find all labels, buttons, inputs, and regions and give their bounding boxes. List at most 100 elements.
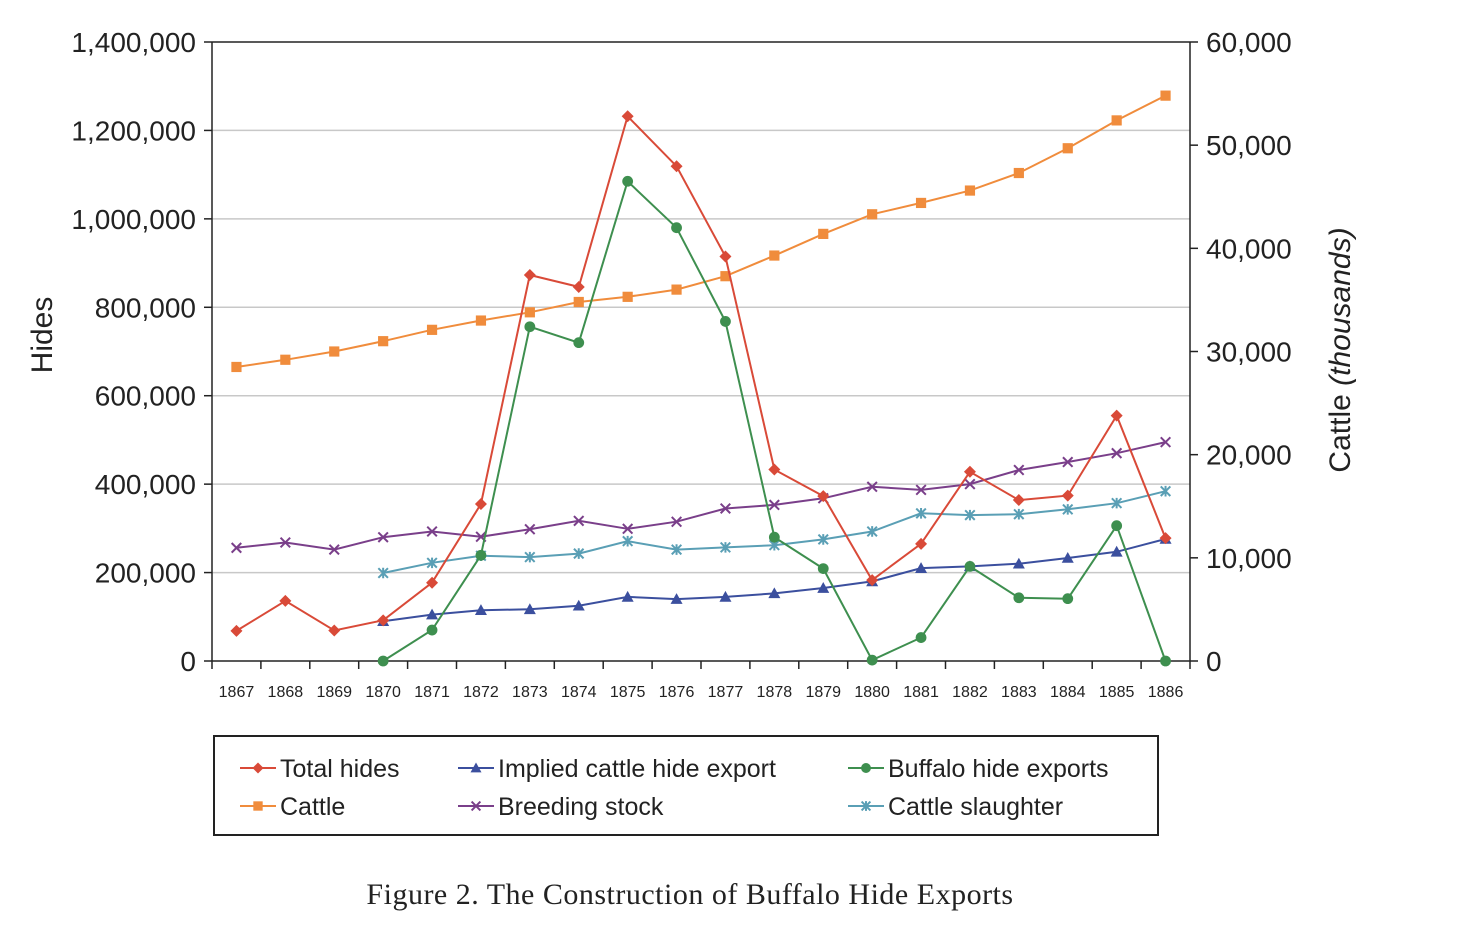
y-tick-label: 800,000 xyxy=(95,292,196,323)
data-point xyxy=(622,523,634,535)
data-point xyxy=(1111,115,1122,126)
x-tick-label: 1871 xyxy=(414,684,450,701)
data-point xyxy=(573,337,585,349)
y2-tick-label: 10,000 xyxy=(1206,543,1292,574)
y2-tick-label: 60,000 xyxy=(1206,27,1292,58)
data-point xyxy=(964,185,976,196)
legend-entry: Breeding stock xyxy=(458,793,664,821)
data-point xyxy=(474,498,487,511)
data-point xyxy=(622,535,634,547)
data-point xyxy=(573,515,585,527)
data-point xyxy=(915,632,927,643)
data-point xyxy=(426,557,438,569)
legend-label: Implied cattle hide export xyxy=(498,755,776,783)
data-point xyxy=(230,624,243,637)
y-tick-label: 600,000 xyxy=(95,381,196,412)
data-point xyxy=(378,336,389,347)
x-tick-label: 1881 xyxy=(903,684,939,701)
y-tick-label: 1,000,000 xyxy=(71,204,196,235)
data-point xyxy=(1013,464,1025,476)
data-point xyxy=(817,533,829,545)
data-point xyxy=(915,507,927,519)
data-point xyxy=(818,228,829,239)
data-point xyxy=(230,542,242,554)
data-point xyxy=(328,624,341,637)
x-axis-ticks: 1867 1868 1869 1870 1871 1872 1873 1874 1875 1876… xyxy=(211,661,1191,701)
data-point xyxy=(769,250,780,261)
data-point xyxy=(426,624,438,636)
data-point xyxy=(817,563,829,574)
data-point xyxy=(1111,497,1123,509)
data-point xyxy=(572,599,585,611)
left-axis-ticks: 0 200,000 400,000 600,000 800,000 1,000,000 1,… xyxy=(71,27,212,677)
data-point xyxy=(1159,532,1172,545)
data-point xyxy=(279,536,291,549)
data-point xyxy=(523,269,536,282)
legend-label: Total hides xyxy=(280,755,400,783)
x-tick-label: 1873 xyxy=(512,684,548,701)
data-point xyxy=(915,537,928,550)
data-point xyxy=(964,509,976,521)
legend-swatch-marker xyxy=(252,762,264,774)
data-point xyxy=(475,315,487,326)
data-point xyxy=(964,560,976,572)
x-tick-label: 1884 xyxy=(1050,684,1086,701)
y2-tick-label: 0 xyxy=(1206,646,1222,677)
y2-axis-label: Cattle (thousands) xyxy=(1324,227,1357,472)
legend-entry: Implied cattle hide export xyxy=(458,755,776,783)
data-point xyxy=(328,544,340,556)
legend-swatch-marker xyxy=(860,800,872,812)
legend-label: Buffalo hide exports xyxy=(888,755,1109,783)
y-tick-label: 1,200,000 xyxy=(71,115,196,146)
series-line xyxy=(382,538,1166,623)
x-tick-label: 1868 xyxy=(268,684,304,701)
data-point xyxy=(719,541,731,553)
data-point xyxy=(621,110,634,123)
x-tick-label: 1872 xyxy=(463,684,499,701)
y2-tick-label: 50,000 xyxy=(1206,130,1292,161)
data-point xyxy=(1111,447,1123,459)
right-axis-ticks: 0 10,000 20,000 30,000 40,000 50,000 60,000 xyxy=(1190,27,1292,677)
data-point xyxy=(572,280,585,293)
x-tick-label: 1879 xyxy=(805,684,841,701)
legend-box xyxy=(213,735,1159,836)
data-point xyxy=(720,271,731,282)
data-point xyxy=(1013,592,1025,604)
data-point xyxy=(670,593,683,604)
legend-entry: Buffalo hide exports xyxy=(848,755,1109,783)
data-point xyxy=(866,481,878,493)
legend: Total hides Implied cattle hide export Buf… xyxy=(213,735,1159,836)
x-tick-label: 1867 xyxy=(219,684,255,701)
series-buffalo-hide-exports xyxy=(377,175,1171,667)
data-point xyxy=(915,562,928,573)
series-breeding-stock xyxy=(230,436,1172,556)
data-point xyxy=(1012,494,1025,507)
data-point xyxy=(524,551,536,563)
data-point xyxy=(866,525,878,537)
x-tick-label: 1877 xyxy=(708,684,744,701)
data-point xyxy=(622,175,634,187)
y2-axis-label-unit: (thousands) xyxy=(1324,227,1357,385)
data-point xyxy=(1160,436,1172,448)
data-point xyxy=(280,354,291,365)
y-tick-label: 1,400,000 xyxy=(71,27,196,58)
data-point xyxy=(1160,90,1171,101)
data-point xyxy=(573,548,585,560)
data-point xyxy=(474,604,487,615)
data-point xyxy=(622,291,633,302)
data-point xyxy=(523,603,536,615)
data-point xyxy=(719,502,731,514)
data-point xyxy=(671,222,682,234)
legend-label: Cattle xyxy=(280,793,345,821)
data-point xyxy=(377,567,389,579)
data-point xyxy=(866,654,878,666)
data-point xyxy=(377,655,389,667)
x-tick-label: 1869 xyxy=(316,684,352,701)
data-point xyxy=(963,465,976,478)
legend-entry: Total hides xyxy=(240,755,400,783)
x-tick-label: 1876 xyxy=(659,684,695,701)
data-point xyxy=(1061,489,1074,502)
data-point xyxy=(964,478,976,490)
data-point xyxy=(719,250,732,263)
data-point xyxy=(329,346,340,357)
